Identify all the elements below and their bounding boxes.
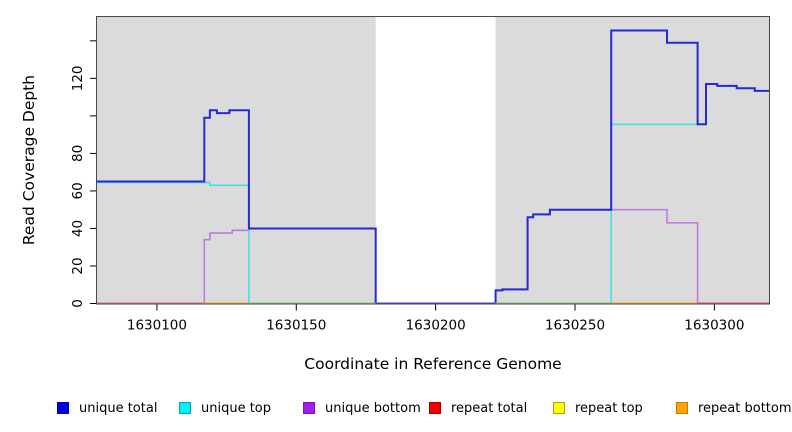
legend-swatch-icon	[553, 402, 565, 414]
legend-item-unique-bottom: unique bottom	[303, 398, 421, 418]
y-tick-label: 60	[70, 182, 86, 199]
x-tick-label: 1630100	[127, 318, 187, 334]
legend-item-unique-total: unique total	[57, 398, 157, 418]
x-tick-label: 1630200	[406, 318, 466, 334]
y-tick-label: 40	[70, 220, 86, 237]
legend-label: unique top	[201, 400, 272, 416]
white-band-region	[375, 17, 496, 304]
legend-swatch-icon	[57, 402, 69, 414]
legend-item-repeat-bottom: repeat bottom	[676, 398, 792, 418]
legend-swatch-icon	[303, 402, 315, 414]
legend-label: repeat total	[451, 400, 528, 416]
legend-item-repeat-top: repeat top	[553, 398, 643, 418]
y-tick-label: 80	[70, 145, 86, 162]
legend-label: unique bottom	[325, 400, 421, 416]
legend-label: repeat bottom	[698, 400, 792, 416]
legend-swatch-icon	[429, 402, 441, 414]
x-tick-label: 1630150	[266, 318, 326, 334]
legend-item-repeat-total: repeat total	[429, 398, 527, 418]
legend-swatch-icon	[676, 402, 688, 414]
x-tick-label: 1630250	[545, 318, 605, 334]
plot-panel-border	[96, 16, 770, 305]
y-axis-title: Read Coverage Depth	[20, 74, 38, 246]
x-tick-label: 1630300	[684, 318, 744, 334]
series-unique-total-line	[97, 29, 769, 305]
x-axis-title: Coordinate in Reference Genome	[304, 355, 562, 373]
legend: unique total unique top unique bottom repea…	[0, 398, 792, 422]
legend-swatch-icon	[179, 402, 191, 414]
y-tick-label: 120	[70, 65, 86, 91]
legend-label: unique total	[79, 400, 158, 416]
legend-item-unique-top: unique top	[179, 398, 271, 418]
y-tick-label: 20	[70, 257, 86, 274]
y-tick-label: 0	[70, 299, 86, 308]
legend-label: repeat top	[575, 400, 643, 416]
